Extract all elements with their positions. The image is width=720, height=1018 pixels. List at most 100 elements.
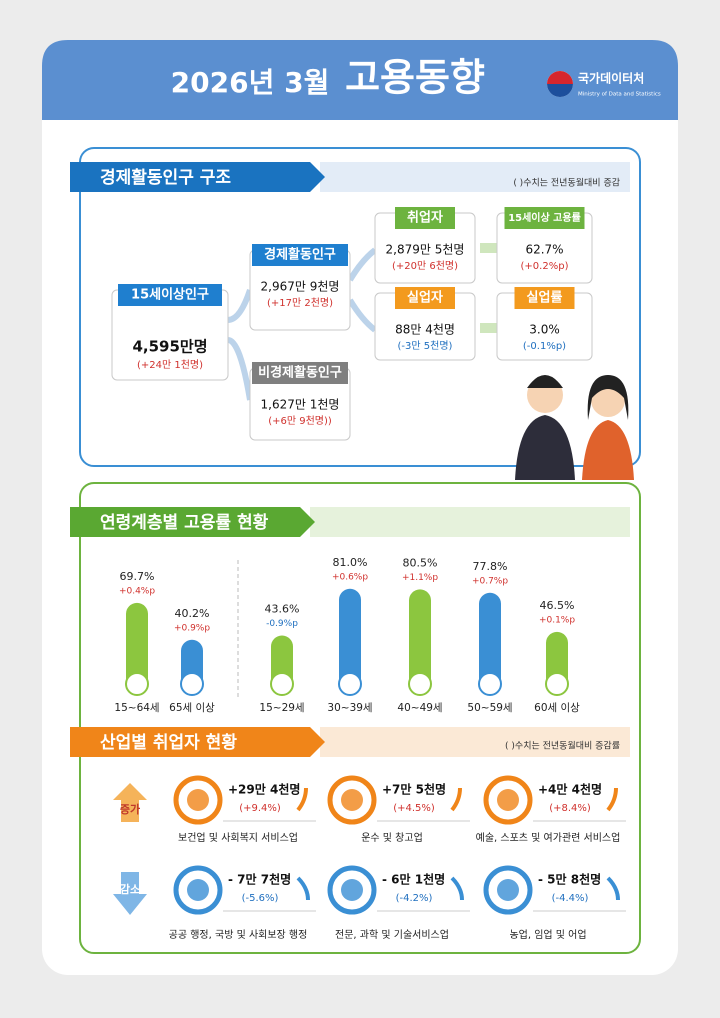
agency-en: Ministry of Data and Statistics — [578, 92, 661, 98]
title-band — [70, 162, 325, 192]
node-label-bg — [118, 284, 222, 306]
node-value: 2,967만 9천명 — [261, 279, 340, 294]
trend-arrow — [606, 787, 618, 812]
industry-name: 예술, 스포츠 및 여가관련 서비스업 — [476, 831, 621, 844]
age-bars: 69.7% +0.4%p 15~64세 40.2% +0.9%p 65세 이상 43.6% -… — [114, 556, 580, 714]
title-bg — [320, 727, 630, 757]
bar-icon — [270, 672, 294, 696]
increase-label: 증가 — [120, 802, 140, 816]
title-bg — [310, 507, 630, 537]
change: - 7만 7천명 — [228, 872, 291, 887]
section-title: 경제활동인구 구조 — [100, 167, 231, 188]
value-label: 40.2% — [175, 607, 210, 620]
illustration — [515, 375, 634, 480]
icon — [497, 879, 519, 901]
person-body — [515, 415, 575, 480]
node-change: (+0.2%p) — [521, 261, 569, 272]
section-title: 산업별 취업자 현황 — [100, 732, 237, 753]
industry-name: 공공 행정, 국방 및 사회보장 행정 — [169, 929, 308, 941]
icon — [187, 879, 209, 901]
value-label: 69.7% — [120, 570, 155, 583]
trend-arrow — [296, 876, 310, 901]
person-hair — [527, 375, 563, 388]
node-value: 1,627만 1천명 — [261, 397, 340, 412]
change-label: +1.1%p — [402, 573, 438, 583]
bar-icon — [180, 672, 204, 696]
node-change: (+6만 9천명)) — [268, 415, 332, 427]
bar-icon — [545, 672, 569, 696]
change-label: -0.9%p — [266, 619, 298, 629]
logo-bottom — [547, 84, 573, 97]
node-label: 15세이상인구 — [131, 287, 209, 303]
node-label-bg — [395, 207, 455, 229]
category-label: 50~59세 — [467, 702, 512, 714]
node-label-bg — [514, 287, 575, 309]
node-value: 2,879만 5천명 — [386, 242, 465, 257]
person-hair — [587, 375, 629, 420]
bar-icon — [478, 672, 502, 696]
decrease-arrow — [113, 872, 147, 915]
change-label: +0.9%p — [174, 623, 210, 633]
value-label: 43.6% — [265, 603, 300, 616]
rate: (-4.2%) — [396, 893, 433, 904]
rate: (+8.4%) — [549, 803, 591, 814]
node-label: 경제활동인구 — [264, 247, 336, 263]
bar-icon — [408, 672, 432, 696]
section-title: 연령계층별 고용률 현황 — [100, 512, 269, 533]
rate: (+9.4%) — [239, 803, 281, 814]
value-label: 80.5% — [403, 556, 438, 569]
section-note: ( )수치는 전년동월대비 증감률 — [505, 740, 620, 752]
change-label: +0.4%p — [119, 586, 155, 596]
node-label-bg — [252, 244, 348, 266]
node-value: 3.0% — [529, 323, 560, 337]
value-label: 77.8% — [473, 560, 508, 573]
icon — [497, 789, 519, 811]
category-label: 15~64세 — [114, 702, 159, 714]
icon — [187, 789, 209, 811]
category-label: 30~39세 — [327, 702, 372, 714]
trend-arrow — [450, 787, 462, 812]
bar-icon — [338, 672, 362, 696]
trend-arrow — [450, 876, 464, 901]
industry-items: +29만 4천명 (+9.4%) 보건업 및 사회복지 서비스업 +7만 5천명 (+4… — [169, 775, 626, 941]
change-label: +0.6%p — [332, 572, 368, 582]
change: +29만 4천명 — [228, 782, 300, 797]
bar — [126, 602, 148, 690]
logo-top — [547, 71, 573, 84]
node-label: 15세이상 고용률 — [508, 211, 581, 224]
node-label-bg — [252, 362, 348, 384]
change-label: +0.1%p — [539, 615, 575, 625]
category-label: 60세 이상 — [534, 702, 580, 714]
icon — [341, 879, 363, 901]
rate: (+4.5%) — [393, 803, 435, 814]
trend-arrow — [296, 787, 308, 812]
node-change: (-3만 5천명) — [398, 340, 453, 352]
rate: (-5.6%) — [242, 893, 279, 904]
person-body — [582, 420, 634, 480]
connectors — [227, 247, 377, 401]
section-note: ( )수치는 전년동월대비 증감 — [513, 177, 620, 189]
header-band — [42, 40, 678, 120]
change-label: +0.7%p — [472, 576, 508, 586]
icon — [341, 789, 363, 811]
node-label: 취업자 — [407, 210, 443, 226]
node-change: (-0.1%p) — [523, 341, 566, 352]
change: - 5만 8천명 — [538, 872, 601, 887]
node-label-bg — [504, 207, 585, 229]
category-label: 65세 이상 — [169, 702, 215, 714]
industry-name: 운수 및 창고업 — [361, 831, 423, 844]
title-band — [70, 727, 325, 757]
node-label: 실업자 — [407, 290, 443, 306]
header-date: 2026년 3월 — [171, 66, 330, 99]
node-value: 62.7% — [525, 243, 563, 257]
node-value: 88만 4천명 — [395, 322, 455, 337]
value-label: 81.0% — [333, 556, 368, 569]
node-change: (+20만 6천명) — [392, 260, 458, 272]
increase-arrow — [113, 783, 147, 822]
trend-arrow — [606, 876, 620, 901]
node-label: 실업률 — [527, 290, 563, 306]
node-change: (+17만 2천명) — [267, 297, 333, 309]
industry-name: 보건업 및 사회복지 서비스업 — [178, 831, 298, 844]
structure-diagram: 15세이상인구 4,595만명 (+24만 1천명) 경제활동인구 2,967만 9천명… — [111, 207, 593, 441]
